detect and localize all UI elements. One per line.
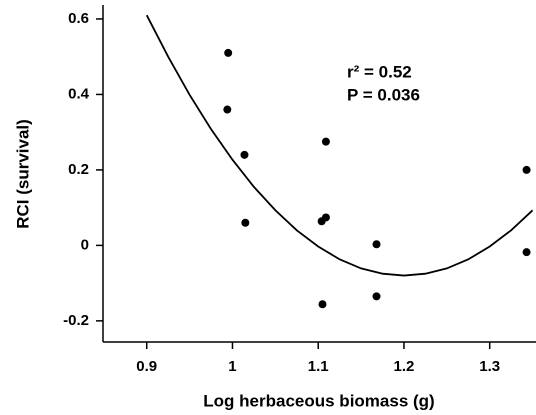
x-tick-label: 0.9 [136,358,157,375]
x-tick-label: 1 [228,358,236,375]
x-axis-title: Log herbaceous biomass (g) [203,391,434,410]
y-tick-label: 0 [81,236,89,253]
annotation: P = 0.036 [347,85,420,104]
point [321,137,330,146]
x-tick-label: 1.2 [394,358,415,375]
annotation: r² = 0.52 [347,62,412,81]
point [318,300,327,309]
point [224,48,233,57]
y-axis-title: RCI (survival) [13,119,32,229]
point [372,240,381,249]
point [241,218,250,227]
y-tick-label: 0.6 [68,10,89,27]
point [522,248,531,257]
point [522,165,531,174]
point [223,105,232,114]
y-tick-label: 0.2 [68,161,89,178]
y-tick-label: 0.4 [68,85,90,102]
point [372,292,381,301]
x-tick-label: 1.1 [308,358,329,375]
x-tick-label: 1.3 [479,358,500,375]
point [321,213,330,222]
point [240,150,249,159]
fit-curve [145,14,534,277]
y-tick-label: -0.2 [63,312,89,329]
